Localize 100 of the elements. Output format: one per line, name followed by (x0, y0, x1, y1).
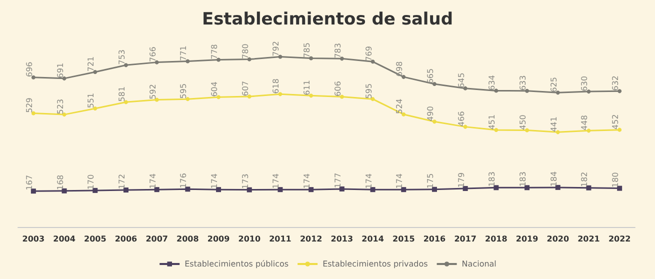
point (494, 185, 499, 190)
data-label: 183 (488, 172, 497, 187)
data-label: 696 (24, 62, 34, 77)
x-tick-label: 2015 (392, 234, 416, 244)
point (247, 94, 252, 98)
data-label: 173 (240, 174, 250, 189)
data-label: 183 (518, 172, 528, 187)
data-label: 634 (488, 75, 497, 90)
legend-label: Nacional (462, 260, 496, 268)
data-label: 174 (272, 173, 281, 189)
data-label: 769 (364, 46, 374, 62)
point (216, 187, 222, 192)
data-label: 766 (148, 46, 158, 62)
data-label: 177 (333, 172, 342, 188)
data-label: 721 (86, 56, 96, 72)
point (586, 90, 591, 94)
point (30, 188, 36, 194)
data-label: 592 (148, 84, 158, 100)
data-label: 167 (24, 174, 34, 190)
data-label: 174 (364, 173, 374, 189)
data-label: 182 (580, 172, 590, 188)
data-label: 168 (56, 174, 65, 190)
point (62, 188, 67, 194)
data-label: 632 (611, 75, 620, 91)
data-label: 606 (333, 81, 342, 96)
data-label: 441 (549, 116, 558, 132)
x-tick-label: 2019 (516, 234, 539, 244)
data-label: 176 (179, 173, 188, 188)
chart-title: Establecimientos de salud (202, 10, 454, 30)
data-label: 466 (456, 111, 466, 126)
x-tick-label: 2007 (146, 234, 168, 244)
data-label: 611 (302, 80, 312, 96)
point (93, 70, 98, 74)
x-tick-label: 2005 (84, 234, 107, 244)
x-tick-label: 2021 (578, 234, 600, 244)
data-label: 618 (272, 78, 281, 94)
x-tick-label: 2006 (114, 234, 138, 244)
point (246, 187, 252, 192)
point (278, 92, 282, 96)
point (278, 187, 283, 192)
data-label: 529 (24, 98, 34, 113)
point (555, 184, 560, 190)
point (309, 56, 314, 60)
point (123, 188, 128, 193)
data-label: 753 (117, 49, 126, 65)
point (308, 187, 314, 192)
data-label: 604 (210, 82, 220, 97)
data-label: 452 (611, 114, 620, 130)
point (401, 187, 406, 192)
data-label: 523 (56, 98, 65, 114)
data-label: 524 (395, 98, 404, 114)
point (586, 128, 591, 133)
data-label: 174 (302, 173, 312, 189)
data-label: 645 (456, 72, 466, 88)
point (92, 188, 98, 193)
point (525, 88, 530, 93)
data-label: 170 (86, 174, 96, 190)
data-label: 792 (272, 41, 281, 56)
point (370, 187, 376, 192)
legend-label: Establecimientos privados (322, 260, 428, 268)
point (186, 59, 190, 64)
point (586, 185, 592, 190)
x-tick-label: 2010 (238, 234, 261, 244)
data-label: 175 (426, 173, 435, 189)
point (339, 186, 344, 192)
point (93, 106, 98, 111)
x-tick-label: 2004 (53, 234, 76, 244)
point (618, 128, 622, 132)
data-label: 607 (240, 80, 250, 96)
point (185, 186, 190, 192)
point (617, 186, 622, 191)
x-tick-label: 2011 (269, 234, 292, 244)
point (309, 94, 314, 98)
x-tick-label: 2014 (362, 234, 384, 244)
data-label: 633 (518, 75, 528, 91)
data-label: 691 (56, 62, 65, 78)
point (154, 187, 160, 192)
data-label: 780 (240, 44, 250, 59)
point (432, 186, 437, 192)
x-tick-label: 2012 (300, 234, 322, 244)
data-label: 551 (86, 92, 96, 108)
point (278, 54, 282, 59)
data-label: 783 (333, 43, 342, 58)
point (186, 97, 190, 102)
data-label: 665 (426, 68, 435, 84)
data-label: 581 (117, 86, 126, 102)
x-tick-label: 2009 (207, 234, 230, 244)
data-label: 625 (549, 76, 558, 92)
data-label: 174 (148, 173, 158, 189)
point (402, 112, 406, 116)
point (494, 128, 498, 132)
data-label: 450 (518, 114, 528, 130)
data-label: 771 (179, 46, 188, 61)
data-label: 595 (179, 83, 188, 99)
x-tick-label: 2018 (485, 234, 508, 244)
data-label: 172 (117, 174, 126, 190)
data-label: 630 (580, 76, 590, 92)
data-label: 180 (611, 172, 620, 188)
point (462, 186, 468, 192)
point (556, 130, 560, 134)
